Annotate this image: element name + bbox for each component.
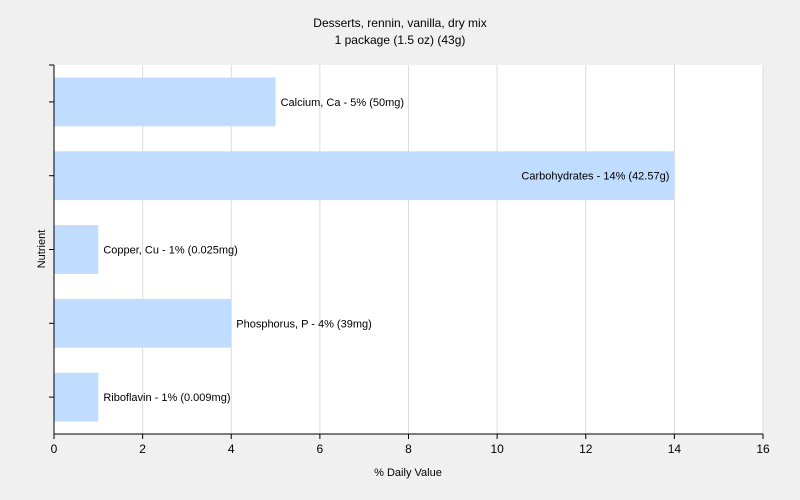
bars: Calcium, Ca - 5% (50mg) Carbohydrates - 1… <box>54 77 675 422</box>
x-tick-label: 16 <box>756 442 770 456</box>
bar-data-label: Phosphorus, P - 4% (39mg) <box>236 318 372 330</box>
chart-title: Desserts, rennin, vanilla, dry mix <box>313 16 486 30</box>
x-tick-label: 12 <box>579 442 593 456</box>
bar-calcium-ca <box>54 77 276 127</box>
bar-data-label: Riboflavin - 1% (0.009mg) <box>103 392 230 404</box>
x-tick-label: 10 <box>490 442 504 456</box>
axes: 0 2 4 6 8 10 12 14 16 <box>49 64 770 456</box>
bar-riboflavin <box>54 372 99 422</box>
x-tick-label: 8 <box>405 442 412 456</box>
gridlines <box>142 65 764 434</box>
x-tick-label: 14 <box>668 442 682 456</box>
x-tick-label: 6 <box>317 442 324 456</box>
bar-data-label: Copper, Cu - 1% (0.025mg) <box>103 245 238 257</box>
y-axis-title: Nutrient <box>36 230 48 269</box>
x-tick-label: 0 <box>51 442 58 456</box>
x-tick-label: 2 <box>139 442 146 456</box>
x-tick-label: 4 <box>228 442 235 456</box>
bar-data-label: Carbohydrates - 14% (42.57g) <box>521 171 669 183</box>
bar-copper-cu <box>54 225 99 274</box>
bar-data-label: Calcium, Ca - 5% (50mg) <box>281 97 404 109</box>
x-axis-title: % Daily Value <box>374 467 442 479</box>
chart-subtitle: 1 package (1.5 oz) (43g) <box>335 33 466 47</box>
bar-phosphorus-p <box>54 298 232 348</box>
bar-carbohydrates <box>54 151 675 201</box>
